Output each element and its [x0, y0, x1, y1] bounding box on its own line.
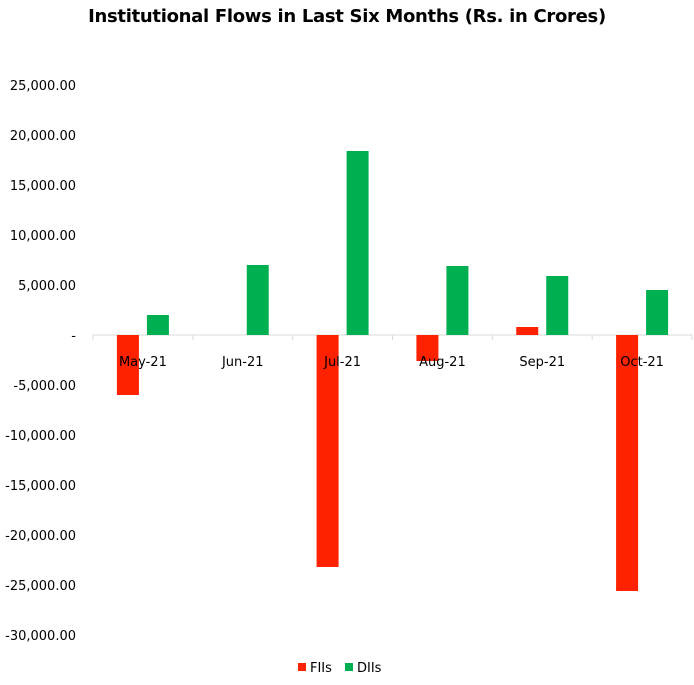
bar-diis-jul-21 [346, 151, 369, 335]
y-tick-label: 20,000.00 [10, 129, 76, 144]
legend-swatch-fiis [298, 663, 306, 671]
legend-label-diis: DIIs [357, 661, 382, 676]
bar-diis-aug-21 [446, 266, 469, 335]
x-category-label: Jul-21 [323, 355, 361, 370]
y-tick-label: -10,000.00 [5, 429, 76, 444]
bar-fiis-oct-21 [616, 335, 639, 591]
y-tick-label: - [71, 329, 76, 344]
x-axis-category-labels: May-21 Jun-21 Jul-21 Aug-21 Sep-21 Oct-21 [119, 355, 664, 370]
bar-fiis-may-21 [116, 335, 139, 395]
y-tick-label: -15,000.00 [5, 479, 76, 494]
chart-title: Institutional Flows in Last Six Months (… [88, 6, 606, 27]
bar-diis-jun-21 [246, 265, 269, 335]
y-tick-label: -25,000.00 [5, 579, 76, 594]
bar-diis-may-21 [146, 315, 169, 335]
x-category-label: May-21 [119, 355, 167, 370]
y-tick-label: -20,000.00 [5, 529, 76, 544]
bar-fiis-aug-21 [416, 335, 439, 361]
bars [116, 151, 669, 591]
y-tick-label: 10,000.00 [10, 229, 76, 244]
y-tick-label: 25,000.00 [10, 79, 76, 94]
bar-diis-oct-21 [646, 290, 669, 335]
bar-diis-sep-21 [546, 276, 569, 335]
x-category-label: Sep-21 [519, 355, 565, 370]
x-category-label: Jun-21 [221, 355, 264, 370]
y-tick-label: 15,000.00 [10, 179, 76, 194]
legend-swatch-diis [345, 663, 353, 671]
bar-fiis-jul-21 [316, 335, 339, 567]
y-axis-ticks: 25,000.00 20,000.00 15,000.00 10,000.00 5,00… [5, 79, 693, 644]
y-tick-label: -30,000.00 [5, 629, 76, 644]
x-category-label: Aug-21 [419, 355, 466, 370]
legend-label-fiis: FIIs [310, 661, 332, 676]
y-tick-label: -5,000.00 [13, 379, 76, 394]
legend: FIIs DIIs [298, 661, 382, 676]
bar-fiis-sep-21 [516, 327, 539, 335]
x-category-label: Oct-21 [620, 355, 664, 370]
y-tick-label: 5,000.00 [18, 279, 76, 294]
